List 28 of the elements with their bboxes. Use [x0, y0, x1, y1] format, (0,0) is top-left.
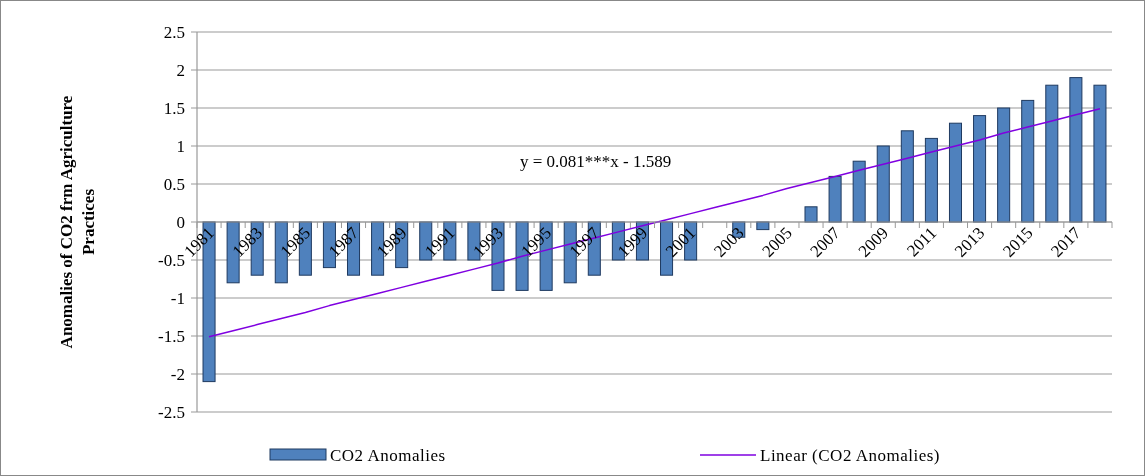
annotation: y = 0.081***x - 1.589 [520, 152, 672, 171]
legend-label: CO2 Anomalies [330, 446, 446, 465]
bar [973, 115, 987, 223]
bar [924, 137, 938, 223]
y-tick-label: -0.5 [158, 251, 185, 270]
y-tick-label: 0.5 [163, 175, 185, 194]
bar [1045, 84, 1059, 223]
bar [828, 175, 842, 223]
bar [1021, 99, 1035, 223]
y-tick-label: 2 [176, 61, 185, 80]
y-axis-title: Anomalies of CO2 frm Agriculture Practices [57, 95, 98, 349]
y-tick-label: 0 [176, 213, 185, 232]
bar [997, 107, 1011, 223]
y-tick-label: -2.5 [158, 403, 185, 422]
legend-label: Linear (CO2 Anomalies) [760, 446, 941, 465]
bar [1069, 77, 1083, 223]
bar [948, 122, 963, 223]
y-tick-label: 2.5 [163, 23, 185, 42]
y-tick-label: -2 [170, 365, 185, 384]
bar [852, 160, 866, 223]
bar [876, 145, 890, 223]
y-tick-label: 1.5 [163, 99, 185, 118]
bar [804, 206, 818, 223]
y-tick-label: 1 [176, 137, 185, 156]
y-tick-label: -1.5 [158, 327, 185, 346]
bar [1093, 84, 1107, 223]
bar [900, 130, 914, 223]
y-tick-label: -1 [170, 289, 185, 308]
